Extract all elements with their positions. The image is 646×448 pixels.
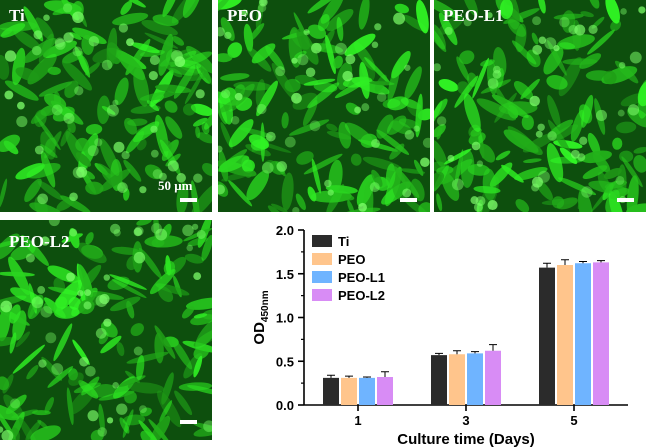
scale-bar	[180, 420, 197, 424]
bar	[449, 354, 465, 405]
scale-bar	[617, 198, 634, 202]
cell-texture	[0, 0, 212, 212]
y-tick-label: 0.0	[276, 398, 294, 413]
x-tick-label: 3	[462, 413, 469, 428]
legend-swatch	[312, 271, 332, 283]
cell-texture	[434, 0, 646, 212]
legend-label: PEO-L2	[338, 288, 385, 303]
panel-label-ti: Ti	[9, 6, 25, 25]
bar	[341, 377, 357, 405]
bar	[485, 350, 501, 405]
micrograph-peo: PEO	[218, 0, 430, 212]
bar	[557, 265, 573, 405]
bar	[467, 353, 483, 405]
x-axis-label: Culture time (Days)	[397, 431, 535, 448]
legend-swatch	[312, 253, 332, 265]
y-axis-label: OD450nm	[251, 290, 271, 344]
micrograph-ti: Ti 50 μm	[0, 0, 212, 212]
panel-label-peo: PEO	[227, 6, 262, 25]
y-tick-label: 0.5	[276, 354, 294, 369]
x-tick-label: 1	[354, 413, 361, 428]
y-axis-label-subscript: 450nm	[260, 290, 271, 322]
legend-swatch	[312, 235, 332, 247]
y-tick-label: 2.0	[276, 223, 294, 238]
panel-label-peo-l1: PEO-L1	[443, 6, 504, 25]
y-tick-label: 1.0	[276, 311, 294, 326]
bar	[539, 267, 555, 405]
y-tick-label: 1.5	[276, 267, 294, 282]
bar	[575, 263, 591, 405]
legend-swatch	[312, 289, 332, 301]
legend-label: PEO-L1	[338, 270, 385, 285]
bar	[593, 262, 609, 405]
od-bar-chart: 0.0 0.5 1.0 1.5 2.0 OD450nm 1 3 5 Culture time (D…	[251, 223, 628, 448]
micrograph-peo-l1: PEO-L1	[434, 0, 646, 212]
bar	[323, 377, 339, 405]
bar	[359, 377, 375, 405]
legend-label: Ti	[338, 234, 349, 249]
panel-label-peo-l2: PEO-L2	[9, 232, 70, 251]
cell-texture	[218, 0, 430, 212]
scale-bar	[180, 198, 197, 202]
x-tick-label: 5	[570, 413, 577, 428]
scale-bar	[400, 198, 417, 202]
scale-bar-label: 50 μm	[158, 178, 193, 193]
legend-label: PEO	[338, 252, 365, 267]
y-axis-label-main: OD	[251, 322, 268, 345]
bar	[431, 355, 447, 405]
cell-texture	[0, 220, 212, 440]
bar	[377, 377, 393, 405]
micrograph-peo-l2: PEO-L2	[0, 220, 212, 440]
